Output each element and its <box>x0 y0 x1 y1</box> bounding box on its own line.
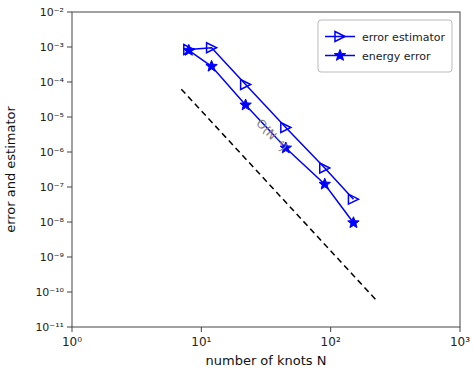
series-line <box>189 50 354 222</box>
y-axis-label: error and estimator <box>3 105 18 232</box>
axes: 10⁰ 10¹ 10² 10³ 10⁻¹¹ 10⁻¹⁰ 10⁻⁹ 10⁻⁸ 10⁻⁷ 10⁻⁶ 10… <box>35 6 470 349</box>
x-axis-label: number of knots N <box>206 353 327 368</box>
x-tick-label: 10⁰ <box>62 335 82 349</box>
x-tick-label: 10² <box>321 335 341 349</box>
legend-marker <box>335 32 345 42</box>
y-tick <box>67 47 72 48</box>
y-tick <box>67 187 72 188</box>
y-tick-label: 10⁻² <box>40 6 64 19</box>
y-tick-label: 10⁻¹¹ <box>35 321 64 334</box>
point <box>281 123 291 133</box>
point <box>348 194 358 204</box>
point <box>320 163 330 173</box>
data <box>181 43 377 302</box>
y-tick-label: 10⁻⁴ <box>40 76 65 89</box>
point <box>241 79 251 89</box>
point <box>319 178 330 189</box>
point <box>348 217 359 228</box>
y-tick-label: 10⁻⁸ <box>40 216 65 229</box>
x-tick <box>72 327 73 332</box>
x-tick <box>330 327 331 332</box>
y-tick <box>67 82 72 83</box>
y-tick <box>67 257 72 258</box>
legend: error estimator energy error <box>318 20 452 72</box>
y-tick-label: 10⁻⁶ <box>40 146 65 159</box>
y-tick <box>67 292 72 293</box>
y-tick-label: 10⁻⁹ <box>40 251 64 264</box>
x-tick-label: 10¹ <box>191 335 211 349</box>
point <box>240 99 251 110</box>
y-tick <box>67 327 72 328</box>
y-tick-label: 10⁻¹⁰ <box>35 286 64 299</box>
point <box>183 44 194 55</box>
chart: 10⁰ 10¹ 10² 10³ 10⁻¹¹ 10⁻¹⁰ 10⁻⁹ 10⁻⁸ 10⁻⁷ 10⁻⁶ 10… <box>0 0 474 375</box>
y-tick-label: 10⁻³ <box>40 41 64 54</box>
y-tick-label: 10⁻⁷ <box>40 181 64 194</box>
legend-box <box>318 20 452 72</box>
legend-swatch <box>325 36 355 38</box>
annotation: O(N⁻⁴) <box>253 116 290 154</box>
y-tick-label: 10⁻⁵ <box>40 111 64 124</box>
plot-frame <box>72 12 460 327</box>
x-tick-label: 10³ <box>450 335 470 349</box>
y-tick <box>67 152 72 153</box>
point <box>206 60 217 71</box>
y-tick <box>67 117 72 118</box>
legend-label: energy error <box>362 50 431 63</box>
legend-marker <box>334 50 345 61</box>
point <box>207 43 217 53</box>
chart-container: 10⁰ 10¹ 10² 10³ 10⁻¹¹ 10⁻¹⁰ 10⁻⁹ 10⁻⁸ 10⁻⁷ 10⁻⁶ 10… <box>0 0 474 375</box>
y-tick <box>67 222 72 223</box>
x-tick <box>460 327 461 332</box>
y-tick <box>67 12 72 13</box>
legend-label: error estimator <box>362 31 445 44</box>
x-tick <box>201 327 202 332</box>
